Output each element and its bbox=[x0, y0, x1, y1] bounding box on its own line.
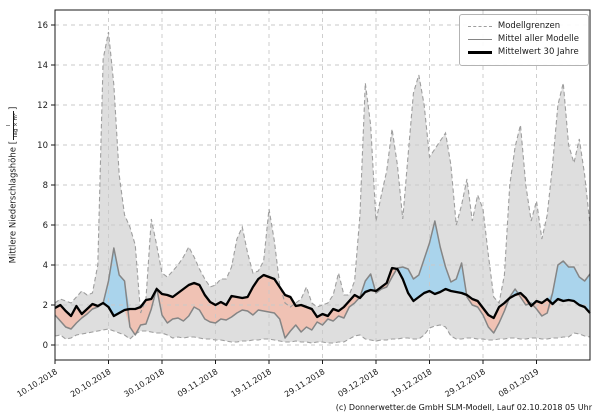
black-line-swatch bbox=[467, 51, 492, 55]
x-tick-label: 19.11.2018 bbox=[229, 367, 273, 399]
x-tick-label: 08.01.2019 bbox=[497, 367, 541, 399]
gray-line-swatch bbox=[467, 39, 492, 41]
x-tick-label: 19.12.2018 bbox=[390, 367, 434, 399]
x-tick-label: 29.11.2018 bbox=[283, 367, 327, 399]
mean-30y-line bbox=[54, 266, 591, 320]
model-mean-line bbox=[54, 220, 591, 339]
y-tick-label: 0 bbox=[43, 341, 48, 351]
x-tick-label: 29.12.2018 bbox=[443, 367, 487, 399]
dashed-line-swatch bbox=[467, 26, 492, 28]
legend: Modellgrenzen Mittel aller Modelle Mitte… bbox=[458, 14, 589, 66]
unit-fraction: l Tag × m² bbox=[6, 110, 19, 140]
x-tick-label: 30.10.2018 bbox=[122, 367, 166, 399]
copyright-credit: (c) Donnerwetter.de GmbH SLM-Modell, Lau… bbox=[335, 403, 592, 412]
x-tick-label: 09.12.2018 bbox=[336, 367, 380, 399]
legend-label: Modellgrenzen bbox=[497, 21, 561, 31]
x-tick-label: 09.11.2018 bbox=[176, 367, 220, 399]
y-tick-label: 16 bbox=[37, 21, 48, 31]
unit-denominator: Tag × m² bbox=[12, 110, 19, 140]
y-tick-label: 14 bbox=[37, 61, 48, 71]
legend-item-model-bounds: Modellgrenzen bbox=[467, 20, 579, 33]
y-tick-label: 6 bbox=[43, 221, 48, 231]
x-tick-label: 10.10.2018 bbox=[15, 367, 59, 399]
legend-label: Mittelwert 30 Jahre bbox=[497, 47, 579, 58]
x-tick-label: 20.10.2018 bbox=[69, 367, 113, 399]
y-axis-label: Mittlere Niederschlagshöhe [l Tag × m²] bbox=[6, 75, 21, 295]
y-axis-label-text: Mittlere Niederschlagshöhe [ bbox=[8, 140, 19, 264]
legend-item-30y-mean: Mittelwert 30 Jahre bbox=[467, 46, 579, 59]
legend-label: Mittel aller Modelle bbox=[497, 34, 579, 45]
y-tick-label: 8 bbox=[43, 181, 48, 191]
legend-item-model-mean: Mittel aller Modelle bbox=[467, 33, 579, 46]
y-tick-label: 10 bbox=[37, 141, 48, 151]
y-tick-label: 12 bbox=[37, 101, 48, 111]
y-tick-label: 4 bbox=[43, 261, 48, 271]
y-axis-label-suffix: ] bbox=[8, 106, 19, 110]
model-min-line bbox=[54, 324, 591, 344]
y-tick-label: 2 bbox=[43, 301, 48, 311]
